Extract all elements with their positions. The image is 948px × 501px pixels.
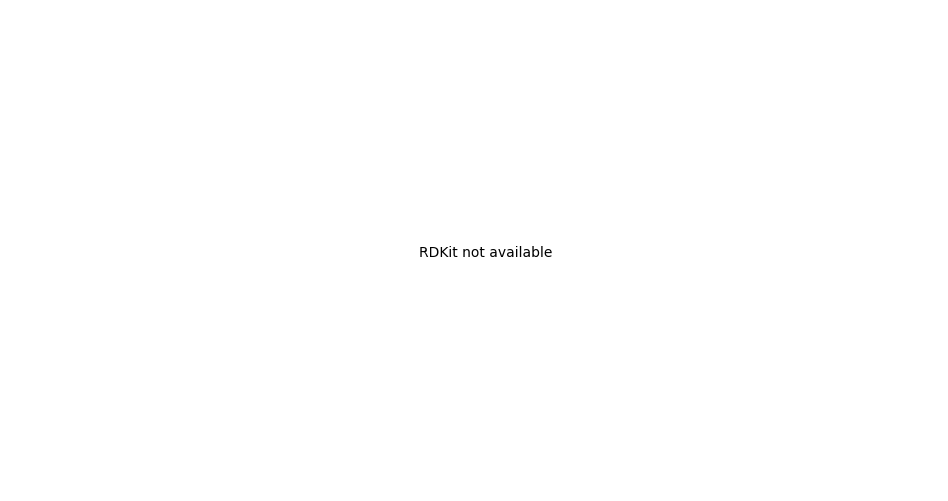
Text: RDKit not available: RDKit not available: [419, 246, 553, 260]
